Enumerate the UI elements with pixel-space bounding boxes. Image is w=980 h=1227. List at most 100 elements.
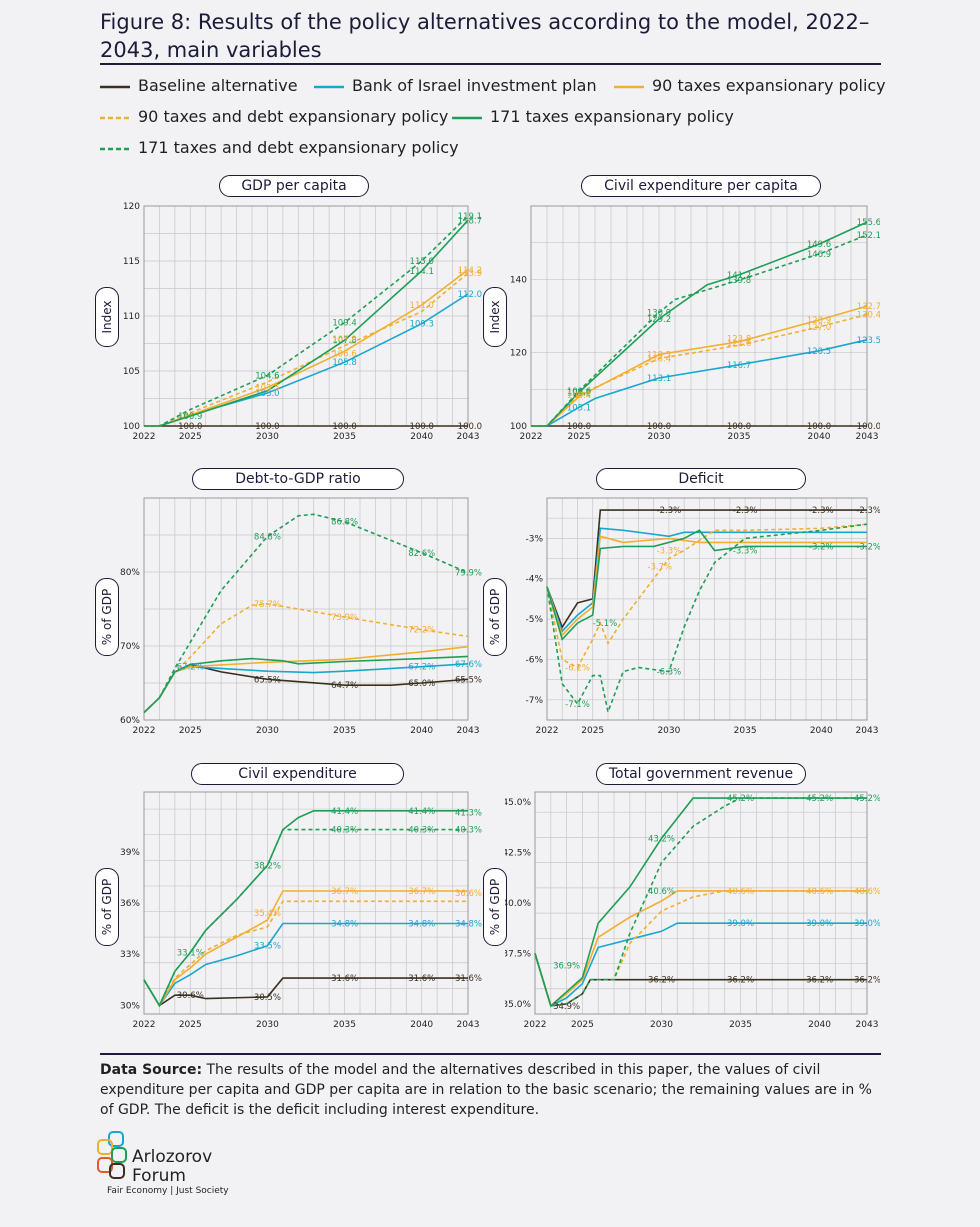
- x-tick-label: 2025: [581, 726, 604, 736]
- data-label: 36.2%: [727, 976, 754, 986]
- x-tick-label: 2043: [856, 432, 879, 442]
- y-tick-label: -4%: [525, 575, 543, 585]
- data-label: 152.1: [857, 231, 880, 241]
- arlozorov-logo: Arlozorov Forum Fair Economy | Just Socie…: [95, 1130, 275, 1200]
- data-label: 106.6: [332, 349, 356, 359]
- y-tick-label: 115: [123, 257, 140, 267]
- data-label: 114.1: [410, 267, 434, 277]
- x-tick-label: 2035: [333, 432, 356, 442]
- data-label: 132.7: [857, 302, 880, 312]
- legend-label: Baseline alternative: [138, 76, 298, 95]
- data-label: 129.2: [647, 315, 671, 325]
- legend-swatch-icon: [100, 147, 130, 150]
- x-tick-label: 2030: [657, 726, 680, 736]
- data-label: -7.1%: [565, 700, 590, 710]
- data-label: 112.0: [458, 290, 482, 300]
- data-label: 107.9: [332, 335, 356, 345]
- data-label: 86.8%: [331, 518, 358, 528]
- plot-frame: [143, 791, 469, 1015]
- series-line-t171d: [531, 234, 868, 427]
- data-label: 34.8%: [455, 919, 482, 929]
- plot-frame: [143, 497, 469, 721]
- series-line-boi: [534, 922, 867, 1008]
- data-label: 38.2%: [254, 861, 281, 871]
- data-label: 75.7%: [254, 600, 281, 610]
- y-tick-label: 80%: [120, 568, 140, 578]
- legend-item-t171d: 171 taxes and debt expansionary policy: [100, 138, 459, 157]
- y-tick-label: 120: [123, 202, 140, 212]
- x-tick-label: 2035: [333, 726, 356, 736]
- data-label: 127.0: [807, 323, 831, 333]
- ylabel-revenue: % of GDP: [483, 868, 507, 946]
- data-label: 40.6%: [648, 887, 675, 897]
- series-line-t171d: [143, 513, 469, 714]
- data-label: 123.8: [727, 335, 751, 345]
- y-tick-label: 33%: [120, 950, 140, 960]
- x-tick-label: 2025: [179, 432, 202, 442]
- legend-item-t171: 171 taxes expansionary policy: [452, 107, 734, 126]
- data-label: 100.0: [332, 422, 356, 432]
- series-line-t171: [534, 797, 867, 1008]
- y-tick-label: 37.5%: [505, 949, 531, 959]
- x-tick-label: 2025: [568, 432, 591, 442]
- data-label: 45.2%: [854, 794, 880, 804]
- data-label: 108.4: [567, 391, 591, 401]
- x-tick-label: 2030: [256, 1020, 279, 1030]
- data-label: 34.9%: [553, 1002, 580, 1012]
- data-label: 31.6%: [331, 974, 358, 984]
- x-tick-label: 2043: [457, 432, 480, 442]
- data-label: 155.6: [857, 218, 880, 228]
- title-divider: [100, 63, 881, 65]
- data-label: 41.4%: [331, 807, 358, 817]
- y-tick-label: -7%: [525, 696, 543, 706]
- data-label: 67.6%: [455, 660, 482, 670]
- x-tick-label: 2022: [536, 726, 559, 736]
- data-label: -3.2%: [856, 542, 880, 552]
- data-label: -2.3%: [809, 506, 834, 516]
- series-line-t171d: [546, 523, 868, 715]
- y-tick-label: 100: [510, 422, 527, 432]
- y-tick-label: 42.5%: [505, 849, 531, 859]
- x-tick-label: 2040: [410, 726, 433, 736]
- x-tick-label: 2022: [520, 432, 543, 442]
- plot-frame: [534, 791, 868, 1015]
- data-label: 119.1: [458, 212, 482, 222]
- data-label: 45.2%: [806, 794, 833, 804]
- legend-item-baseline: Baseline alternative: [100, 76, 298, 95]
- data-label: 33.1%: [177, 949, 204, 959]
- data-label: 100.0: [178, 422, 202, 432]
- series-line-t90: [546, 535, 867, 637]
- data-label: 36.2%: [806, 976, 833, 986]
- data-label: 105.1: [567, 403, 591, 413]
- legend-swatch-icon: [314, 85, 344, 88]
- data-label: 67.2%: [408, 663, 435, 673]
- data-label: 34.8%: [331, 919, 358, 929]
- data-label: 123.5: [857, 336, 880, 346]
- data-label: 141.2: [727, 271, 751, 281]
- legend-item-t90d: 90 taxes and debt expansionary policy: [100, 107, 448, 126]
- data-label: 36.2%: [648, 976, 675, 986]
- footer-divider: [100, 1053, 881, 1055]
- chart-civexp: 30% 33% 36% 39% 2022 2025 2030 2035 2040 2043 30.6…: [120, 791, 482, 1030]
- data-source-label: Data Source:: [100, 1062, 203, 1078]
- data-source-note: Data Source: The results of the model an…: [100, 1060, 885, 1120]
- legend-swatch-icon: [100, 116, 130, 119]
- y-tick-label: -3%: [525, 534, 543, 544]
- data-label: 40.6%: [854, 887, 880, 897]
- data-label: 41.3%: [455, 808, 482, 818]
- data-label: 36.2%: [854, 976, 880, 986]
- y-tick-label: 35.0%: [505, 1000, 531, 1010]
- data-label: 109.3: [410, 320, 434, 330]
- legend-swatch-icon: [100, 85, 130, 88]
- series-line-t171: [143, 655, 469, 714]
- data-label: 118.7: [458, 216, 482, 226]
- data-label: 31.6%: [408, 974, 435, 984]
- data-label: 36.7%: [331, 887, 358, 897]
- panel-title-revenue: Total government revenue: [596, 763, 806, 785]
- data-label: 40.3%: [455, 826, 482, 836]
- plot-frame: [546, 497, 868, 721]
- y-tick-label: 110: [123, 312, 140, 322]
- data-label: 36.9%: [553, 962, 580, 972]
